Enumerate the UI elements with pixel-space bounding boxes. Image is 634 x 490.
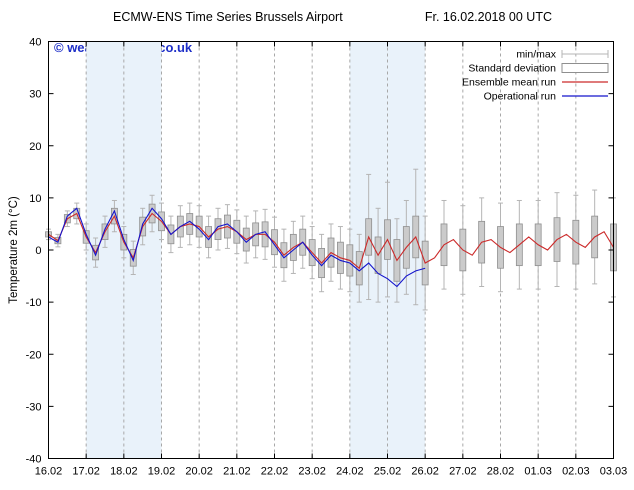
svg-text:25.02: 25.02	[374, 466, 402, 478]
svg-text:20: 20	[29, 141, 41, 153]
svg-text:18.02: 18.02	[110, 466, 138, 478]
svg-text:Standard deviation: Standard deviation	[468, 63, 556, 75]
svg-text:24.02: 24.02	[336, 466, 364, 478]
svg-text:21.02: 21.02	[223, 466, 251, 478]
svg-text:10: 10	[29, 193, 41, 205]
svg-text:-20: -20	[26, 349, 42, 361]
svg-text:26.02: 26.02	[411, 466, 439, 478]
svg-text:-30: -30	[26, 401, 42, 413]
svg-text:Ensemble mean run: Ensemble mean run	[462, 77, 556, 89]
svg-text:20.02: 20.02	[185, 466, 213, 478]
svg-text:02.03: 02.03	[562, 466, 590, 478]
svg-text:0: 0	[35, 245, 41, 257]
svg-text:03.03: 03.03	[600, 466, 628, 478]
svg-text:23.02: 23.02	[298, 466, 326, 478]
svg-text:22.02: 22.02	[261, 466, 289, 478]
chart-title: ECMW-ENS Time Series Brussels Airport	[113, 10, 343, 24]
svg-text:16.02: 16.02	[35, 466, 63, 478]
chart-run-time: Fr. 16.02.2018 00 UTC	[424, 10, 552, 24]
svg-text:28.02: 28.02	[487, 466, 515, 478]
svg-text:17.02: 17.02	[72, 466, 100, 478]
svg-text:min/max: min/max	[516, 49, 556, 61]
svg-text:-40: -40	[26, 454, 42, 466]
svg-text:40: 40	[29, 37, 41, 49]
svg-text:Operational run: Operational run	[484, 91, 557, 103]
svg-text:01.03: 01.03	[524, 466, 552, 478]
svg-text:-10: -10	[26, 297, 42, 309]
svg-text:19.02: 19.02	[148, 466, 176, 478]
svg-text:27.02: 27.02	[449, 466, 477, 478]
svg-text:30: 30	[29, 89, 41, 101]
